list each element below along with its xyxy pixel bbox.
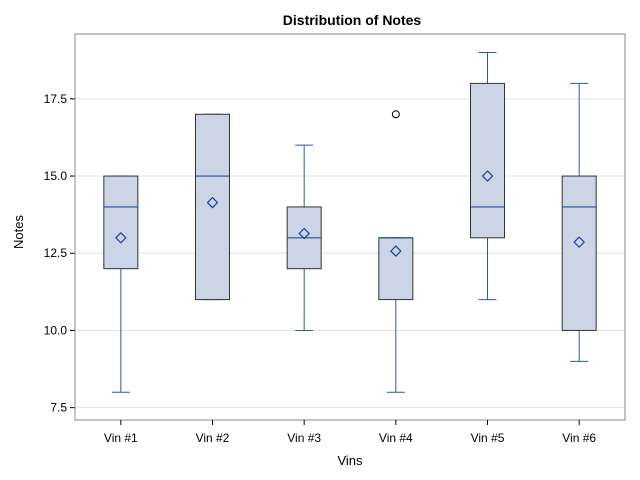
x-tick-label: Vin #5: [471, 431, 505, 445]
mean-marker: [114, 231, 127, 244]
iqr-box: [378, 237, 414, 301]
y-tick-label: 15.0: [44, 169, 68, 183]
x-tick-label: Vin #1: [104, 431, 138, 445]
x-tick-label: Vin #3: [287, 431, 321, 445]
box-group: [195, 113, 230, 301]
x-tick-label: Vin #2: [196, 431, 230, 445]
x-tick-label: Vin #6: [562, 431, 596, 445]
y-tick-label: 12.5: [44, 246, 68, 260]
iqr-box: [470, 82, 505, 239]
x-axis-title: Vins: [337, 453, 363, 468]
iqr-box: [103, 175, 139, 270]
mean-marker: [481, 170, 494, 182]
box-group: [286, 144, 322, 331]
mean-marker: [206, 196, 219, 209]
box-group: [378, 110, 414, 393]
box-group: [103, 175, 139, 393]
mean-marker: [298, 227, 311, 240]
chart-title: Distribution of Notes: [283, 12, 422, 28]
box-group: [561, 82, 597, 362]
y-axis-title: Notes: [11, 215, 26, 249]
plot-frame: [74, 33, 626, 421]
mean-marker: [389, 245, 402, 257]
y-tick-label: 7.5: [50, 401, 67, 415]
y-tick-label: 10.0: [44, 323, 68, 337]
outlier-point: [391, 110, 400, 119]
box-group: [470, 52, 505, 301]
iqr-box: [561, 175, 597, 331]
y-tick-label: 17.5: [44, 92, 68, 106]
plot-area: 7.5 10.0 12.5 15.0 17.5 Vin #1 Vin #2 Vin #3 Vin…: [44, 33, 626, 445]
x-tick-label: Vin #4: [379, 431, 413, 445]
mean-marker: [573, 236, 586, 248]
